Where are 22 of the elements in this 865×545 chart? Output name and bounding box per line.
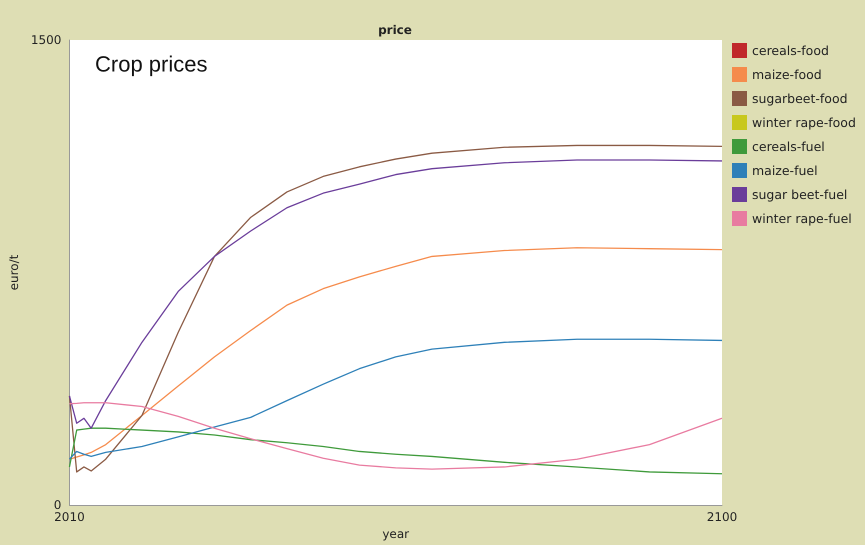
- line-series: [68, 144, 723, 473]
- legend-label: sugarbeet-food: [752, 91, 848, 106]
- y-tick-label: 0: [54, 498, 62, 512]
- legend-label: maize-fuel: [752, 163, 818, 178]
- chart-title: price: [378, 23, 412, 37]
- x-tick-label: 2100: [706, 510, 738, 524]
- y-tick-label: 1500: [30, 33, 62, 47]
- x-axis-title: year: [382, 527, 410, 541]
- y-axis-title: euro/t: [7, 254, 21, 290]
- line-series: [68, 402, 723, 470]
- annotation: Crop prices: [95, 52, 208, 76]
- line-series: [68, 428, 723, 474]
- legend-label: winter rape-food: [752, 115, 856, 130]
- line-series: [68, 159, 723, 429]
- line-series: [68, 338, 723, 460]
- x-tick-label: 2010: [54, 510, 85, 524]
- legend-label: sugar beet-fuel: [752, 187, 848, 202]
- line-series: [68, 247, 723, 460]
- legend-label: maize-food: [752, 67, 822, 82]
- legend-label: cereals-food: [752, 43, 829, 58]
- legend-label: cereals-fuel: [752, 139, 825, 154]
- legend-label: winter rape-fuel: [752, 211, 852, 226]
